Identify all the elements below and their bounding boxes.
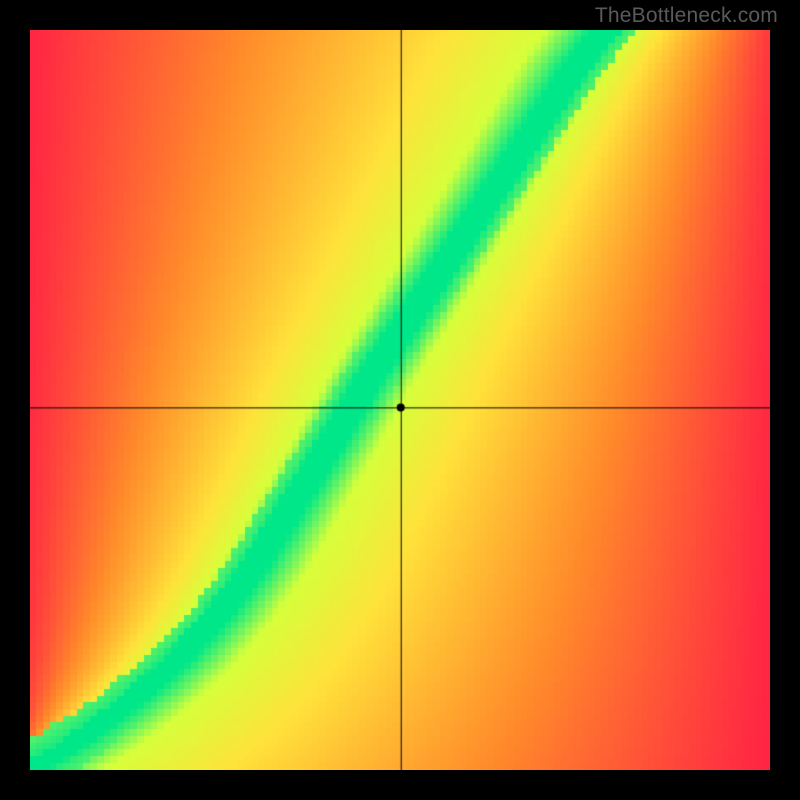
plot-area (30, 30, 770, 770)
watermark-text: TheBottleneck.com (595, 4, 778, 28)
chart-container: TheBottleneck.com (0, 0, 800, 800)
heatmap-canvas (30, 30, 770, 770)
